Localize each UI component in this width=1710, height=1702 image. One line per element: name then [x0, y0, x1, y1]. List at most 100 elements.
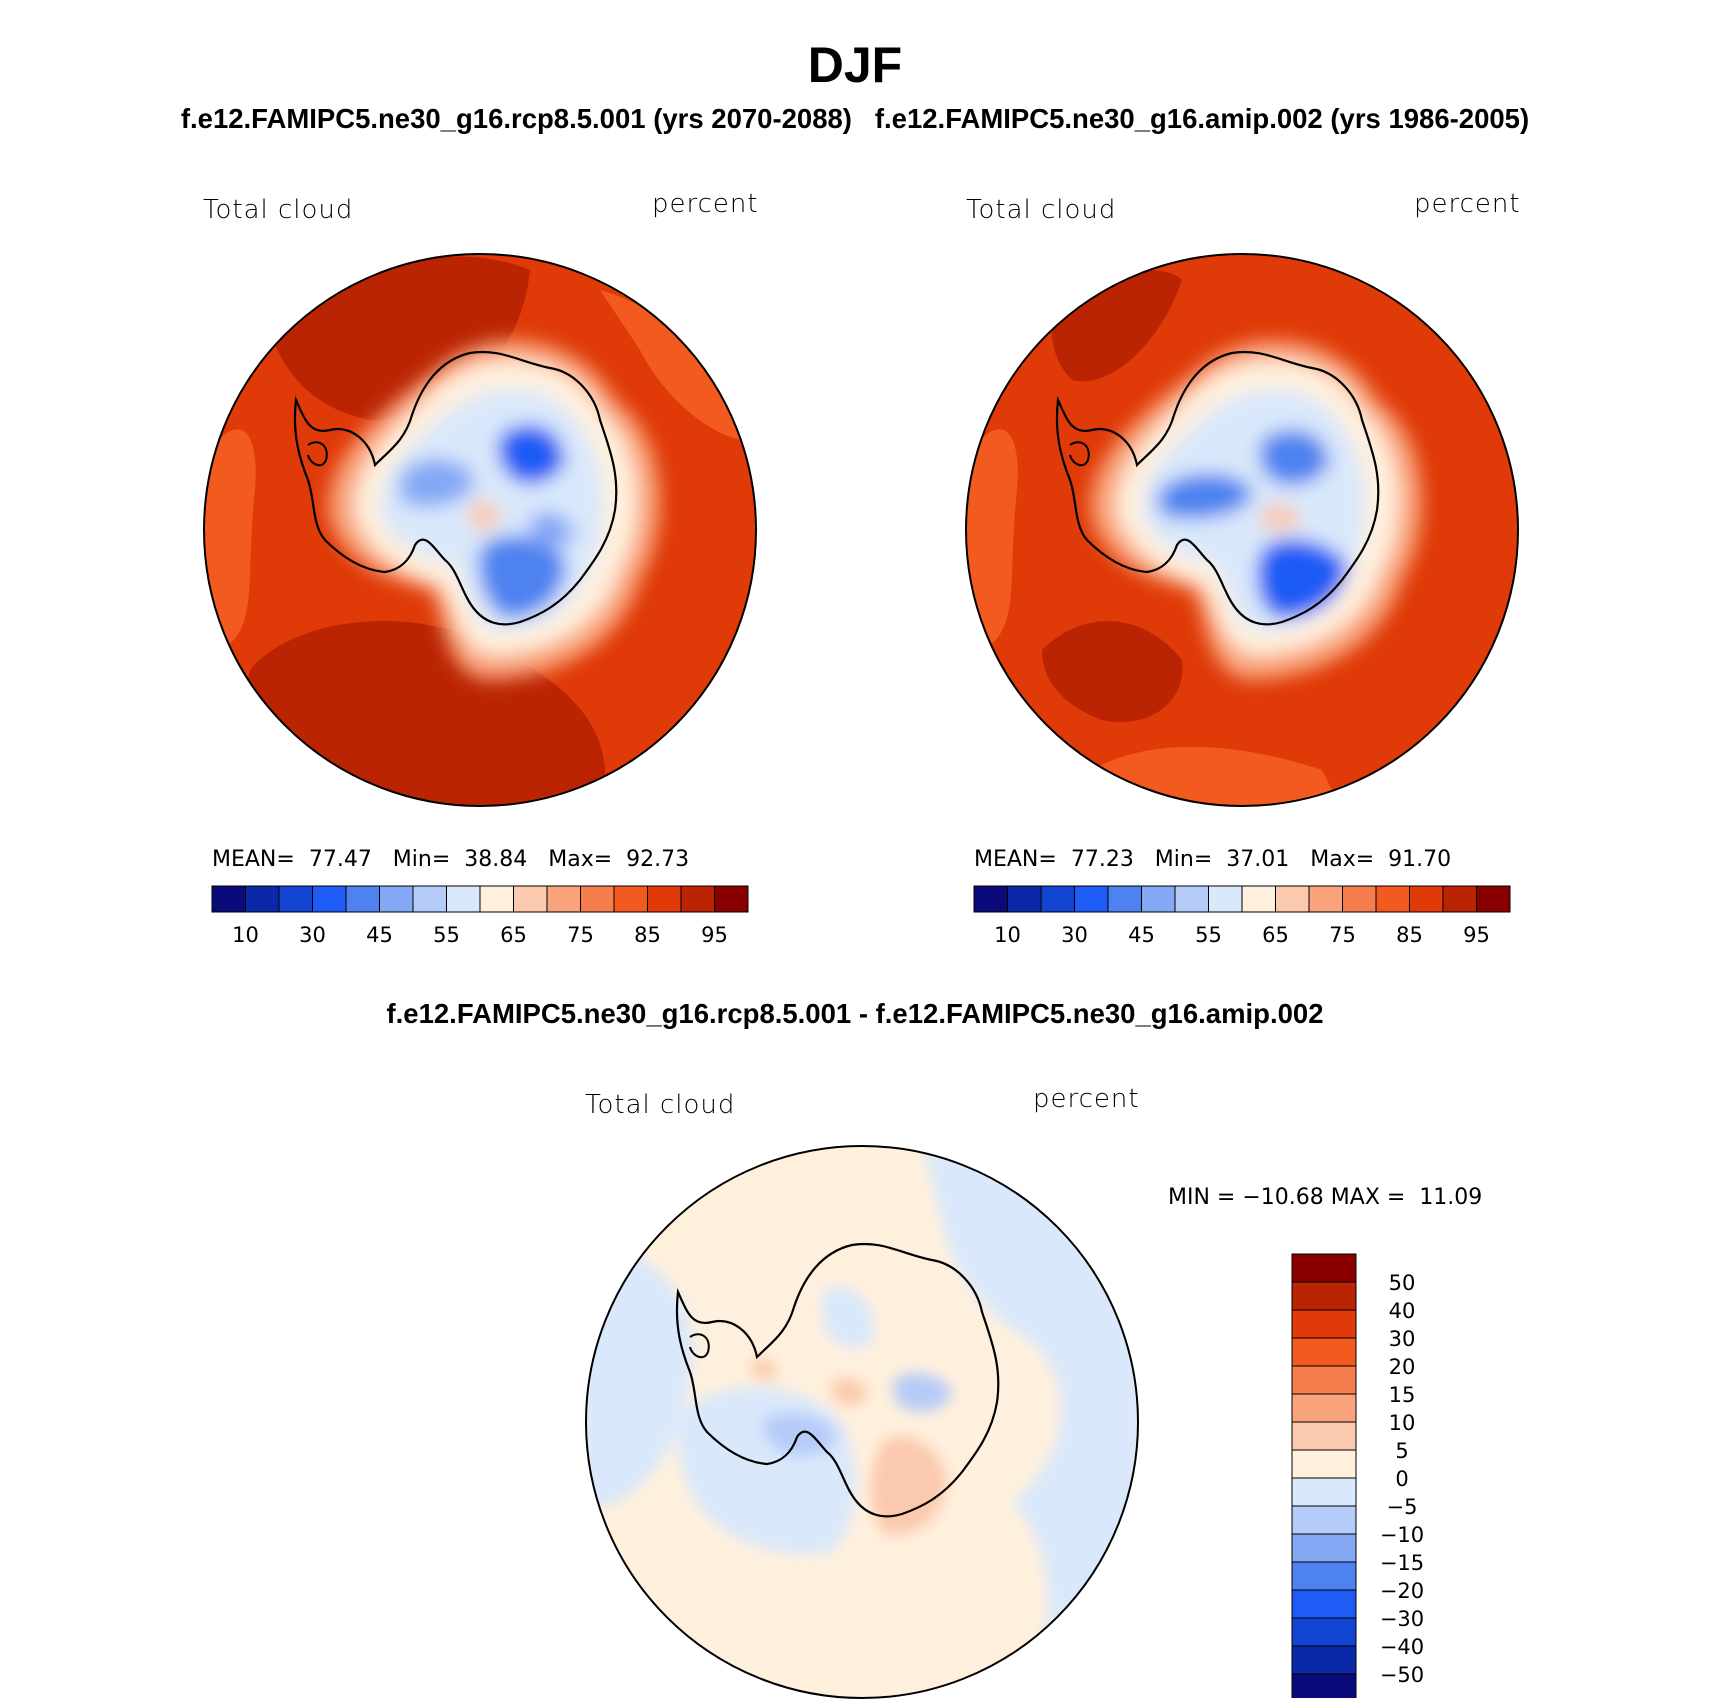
max-label: MAX =: [1330, 1185, 1406, 1210]
colorbar-tick-label: −5: [1387, 1495, 1418, 1519]
colorbar-tick-label: 15: [1389, 1383, 1416, 1407]
colorbar-swatch: [1291, 1393, 1357, 1423]
colorbar-swatch: [613, 885, 648, 913]
colorbar-tick-label: −40: [1380, 1635, 1424, 1659]
colorbar-swatch: [211, 885, 246, 913]
colorbar-tick-label: 55: [1195, 923, 1222, 947]
negative-anomaly-strong: [892, 1373, 952, 1412]
colorbar-tick-label: 10: [1389, 1411, 1416, 1435]
panel2-units-label: percent: [1414, 189, 1521, 219]
map-boundary: [965, 253, 1519, 807]
colorbar-tick-label: 45: [366, 923, 393, 947]
colorbar-tick-label: 55: [433, 923, 460, 947]
colorbar-tick-label: −10: [1380, 1523, 1424, 1547]
colorbar-swatch: [1074, 885, 1109, 913]
colorbar-tick-label: 0: [1395, 1467, 1408, 1491]
panel1-units-label: percent: [652, 189, 759, 219]
colorbar-swatch: [1107, 885, 1142, 913]
lower-cloud-region: [204, 429, 256, 650]
max-value: 91.70: [1388, 847, 1452, 872]
negative-anomaly: [922, 1146, 1138, 1698]
colorbar-swatch: [1291, 1645, 1357, 1675]
max-value: 11.09: [1419, 1185, 1483, 1210]
colorbar-tick-label: 20: [1389, 1355, 1416, 1379]
colorbar-swatch: [1375, 885, 1410, 913]
min-value: 37.01: [1226, 847, 1290, 872]
colorbar-tick-label: −15: [1380, 1551, 1424, 1575]
colorbar-swatch: [513, 885, 548, 913]
colorbar-swatch: [1291, 1673, 1357, 1698]
positive-anomaly: [752, 1358, 777, 1380]
panel2-variable-label: Total cloud: [966, 195, 1117, 225]
antarctica-coastline: [675, 1242, 1000, 1518]
panel2-stats: MEAN= 77.23 Min= 37.01 Max= 91.70: [974, 847, 1451, 872]
max-value: 92.73: [626, 847, 690, 872]
colorbar-swatch: [1141, 885, 1176, 913]
min-label: MIN =: [1168, 1185, 1236, 1210]
antarctica-coastline: [293, 350, 618, 626]
min-label: Min=: [392, 847, 451, 872]
colorbar-swatch: [1409, 885, 1444, 913]
mean-value: 77.47: [308, 847, 372, 872]
map-panel-rcp85: [203, 253, 757, 807]
colorbar-swatch: [1291, 1589, 1357, 1619]
antarctic-cloud-field: [1090, 340, 1423, 680]
min-value: −10.68: [1242, 1185, 1324, 1210]
panel1-variable-label: Total cloud: [203, 195, 354, 225]
lower-cloud-region: [600, 290, 740, 440]
colorbar-swatch: [1291, 1365, 1357, 1395]
map-panel-difference: [585, 1145, 1139, 1699]
colorbar-swatch: [1442, 885, 1477, 913]
mean-label: MEAN=: [212, 847, 295, 872]
colorbar-swatch: [647, 885, 682, 913]
colorbar-swatch: [1291, 1533, 1357, 1563]
colorbar-tick-label: 10: [994, 923, 1021, 947]
colorbar-swatch: [1291, 1309, 1357, 1339]
colorbar-swatch: [714, 885, 749, 913]
colorbar-swatch: [1174, 885, 1209, 913]
colorbar-swatch: [1275, 885, 1310, 913]
colorbar-swatch: [1291, 1253, 1357, 1283]
colorbar-swatch: [278, 885, 313, 913]
high-cloud-region: [1042, 621, 1183, 722]
colorbar-swatch: [680, 885, 715, 913]
diff-units-label: percent: [1033, 1084, 1140, 1114]
colorbar-tick-label: −20: [1380, 1579, 1424, 1603]
colorbar-panel2: 10 30 45 55 65 75 85 95: [973, 885, 1511, 947]
diff-variable-label: Total cloud: [585, 1090, 736, 1120]
colorbar-tick-label: 85: [634, 923, 661, 947]
colorbar-tick-label: 45: [1128, 923, 1155, 947]
colorbar-tick-label: 40: [1389, 1299, 1416, 1323]
negative-anomaly: [822, 1287, 875, 1349]
ice-shelf-outline: [689, 1333, 710, 1359]
colorbar-tick-label: 5: [1395, 1439, 1408, 1463]
colorbar-swatch: [580, 885, 615, 913]
colorbar-swatch: [1007, 885, 1042, 913]
colorbar-tick-label: −50: [1380, 1663, 1424, 1687]
colorbar-tick-label: 10: [232, 923, 259, 947]
max-label: Max=: [548, 847, 613, 872]
colorbar-swatch: [1291, 1449, 1357, 1479]
colorbar-swatch: [1291, 1337, 1357, 1367]
colorbar-tick-label: 30: [299, 923, 326, 947]
colorbar-swatch: [1208, 885, 1243, 913]
antarctic-cloud-field: [328, 340, 661, 680]
colorbar-swatch: [1342, 885, 1377, 913]
colorbar-tick-label: 30: [1389, 1327, 1416, 1351]
min-value: 38.84: [464, 847, 528, 872]
colorbar-tick-label: 65: [500, 923, 527, 947]
colorbar-tick-label: 50: [1389, 1271, 1416, 1295]
mean-value: 77.23: [1070, 847, 1134, 872]
colorbar-tick-label: 95: [701, 923, 728, 947]
colorbar-tick-label: 85: [1396, 923, 1423, 947]
ice-shelf-outline: [307, 441, 328, 467]
colorbar-swatch: [1241, 885, 1276, 913]
colorbar-swatch: [1476, 885, 1511, 913]
colorbar-swatch: [973, 885, 1008, 913]
colorbar-swatch: [546, 885, 581, 913]
positive-anomaly: [832, 1377, 867, 1406]
antarctica-coastline: [1055, 350, 1380, 626]
colorbar-swatch: [1291, 1421, 1357, 1451]
lower-cloud-region: [966, 429, 1018, 650]
